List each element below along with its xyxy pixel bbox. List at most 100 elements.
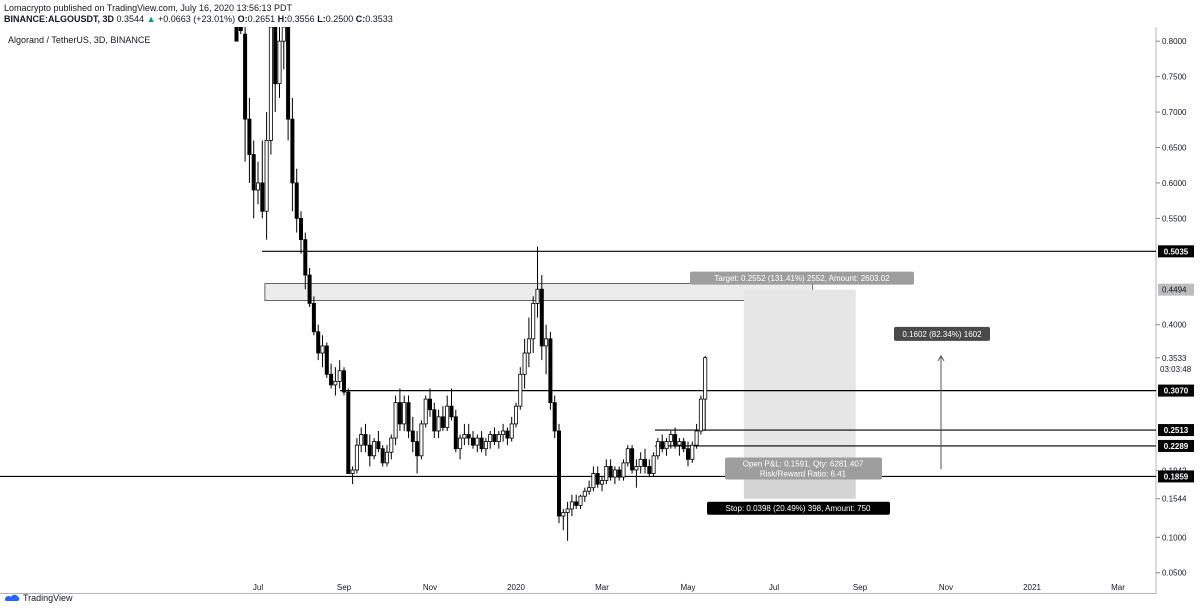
candle-body	[578, 495, 583, 506]
candle-body	[268, 27, 273, 141]
candle-body	[273, 27, 278, 85]
candle-body	[393, 402, 398, 439]
candle-body	[668, 434, 673, 443]
candle-body	[483, 441, 488, 450]
candle-body	[518, 373, 523, 407]
candle-body	[294, 182, 299, 219]
close-value: 0.3533	[365, 14, 393, 24]
candle-body	[686, 448, 691, 460]
candle-body	[329, 373, 334, 386]
candle-body	[595, 473, 600, 485]
measure-arrow-head	[937, 354, 945, 362]
candlestick-chart[interactable]: Target: 0.2552 (131.41%) 2552, Amount: 2…	[0, 27, 1200, 594]
candle-body	[604, 466, 609, 481]
candle-body	[673, 434, 678, 446]
candle-body	[238, 27, 243, 31]
chart-area[interactable]: Target: 0.2552 (131.41%) 2552, Amount: 2…	[0, 27, 1200, 594]
candle-body	[449, 405, 454, 418]
candle-body	[694, 430, 699, 446]
price-tag-label: 0.1942	[1162, 467, 1187, 476]
candle-body	[612, 469, 617, 478]
stop-label: Stop: 0.0398 (20.49%) 398, Amount: 750	[726, 504, 872, 513]
candle-body	[660, 441, 665, 450]
footer: TradingView	[4, 593, 73, 603]
candle-body	[346, 391, 351, 474]
level-price-label: 0.2513	[1164, 426, 1189, 435]
candle-body	[316, 331, 321, 354]
candle-body	[561, 512, 566, 517]
candle-body	[535, 288, 540, 304]
candle-body	[569, 501, 574, 510]
x-tick-label: May	[680, 583, 695, 592]
candle-body	[630, 448, 635, 471]
candle-body	[290, 118, 295, 184]
candle-body	[664, 441, 669, 450]
candles-layer	[234, 27, 708, 541]
open-pnl-label: Open P&L: 0.1591, Qty: 6281.407	[743, 460, 864, 469]
candle-body	[234, 27, 239, 42]
target-label: Target: 0.2552 (131.41%) 2552, Amount: 2…	[714, 274, 890, 283]
candle-body	[574, 501, 579, 506]
open-value: 0.2651	[247, 14, 276, 24]
candle-body	[462, 434, 467, 439]
y-tick-label: 0.7000	[1162, 108, 1187, 117]
candle-body	[647, 466, 652, 474]
measure-label: 0.1602 (82.34%) 1602	[902, 330, 982, 339]
candle-body	[341, 370, 346, 393]
pnl-label-box	[725, 457, 882, 480]
x-tick-label: Nov	[939, 583, 953, 592]
chart-frame	[0, 27, 1157, 594]
candle-body	[423, 398, 428, 425]
candle-body	[539, 288, 544, 347]
level-price-tag	[1158, 245, 1194, 258]
level-price-tag	[1158, 439, 1194, 452]
high-label: H:	[277, 14, 288, 24]
candle-body	[475, 437, 480, 446]
candle-body	[402, 402, 407, 425]
y-tick-label: 0.8000	[1162, 37, 1187, 46]
candle-body	[703, 357, 708, 400]
x-tick-label: Sep	[337, 583, 352, 592]
candle-body	[621, 462, 626, 478]
candle-body	[333, 380, 338, 386]
level-price-label: 0.3070	[1164, 387, 1189, 396]
symbol: BINANCE:ALGOUSDT, 3D	[4, 14, 115, 24]
x-tick-label: 2020	[507, 583, 525, 592]
levels-layer	[0, 250, 1156, 478]
candle-body	[389, 437, 394, 453]
candle-body	[600, 480, 605, 485]
x-tick-label: Mar	[595, 583, 609, 592]
candle-body	[436, 416, 441, 432]
candle-body	[453, 416, 458, 450]
symbol-line: BINANCE:ALGOUSDT, 3D 0.3544 ▲ +0.0663 (+…	[4, 14, 393, 24]
candle-body	[384, 451, 389, 464]
candle-body	[591, 473, 596, 489]
price-change: +0.0663 (+23.01%)	[158, 14, 236, 24]
candle-body	[643, 458, 648, 467]
candle-body	[690, 444, 695, 460]
candle-body	[548, 338, 553, 404]
target-zone	[743, 289, 856, 471]
candle-body	[298, 217, 303, 241]
up-arrow-icon: ▲	[146, 14, 156, 24]
last-price: 0.3544	[116, 14, 145, 24]
y-tick-label: 0.5500	[1162, 214, 1187, 223]
candle-body	[307, 274, 312, 304]
candle-body	[372, 441, 377, 457]
target-label-box	[690, 271, 914, 285]
candle-body	[552, 402, 557, 432]
y-tick-label: 0.7500	[1162, 73, 1187, 82]
candle-body	[509, 423, 514, 439]
candle-body	[458, 437, 463, 450]
candle-body	[367, 444, 372, 457]
measure-label-box	[894, 326, 990, 341]
candle-body	[427, 398, 432, 411]
x-tick-label: Jul	[769, 583, 779, 592]
candle-body	[243, 33, 248, 120]
candle-body	[470, 437, 475, 446]
price-tag-label: 0.1544	[1162, 495, 1187, 504]
candle-body	[526, 338, 531, 354]
countdown-label: 03:03:48	[1160, 365, 1192, 374]
candle-body	[324, 345, 329, 375]
candle-body	[522, 352, 527, 375]
